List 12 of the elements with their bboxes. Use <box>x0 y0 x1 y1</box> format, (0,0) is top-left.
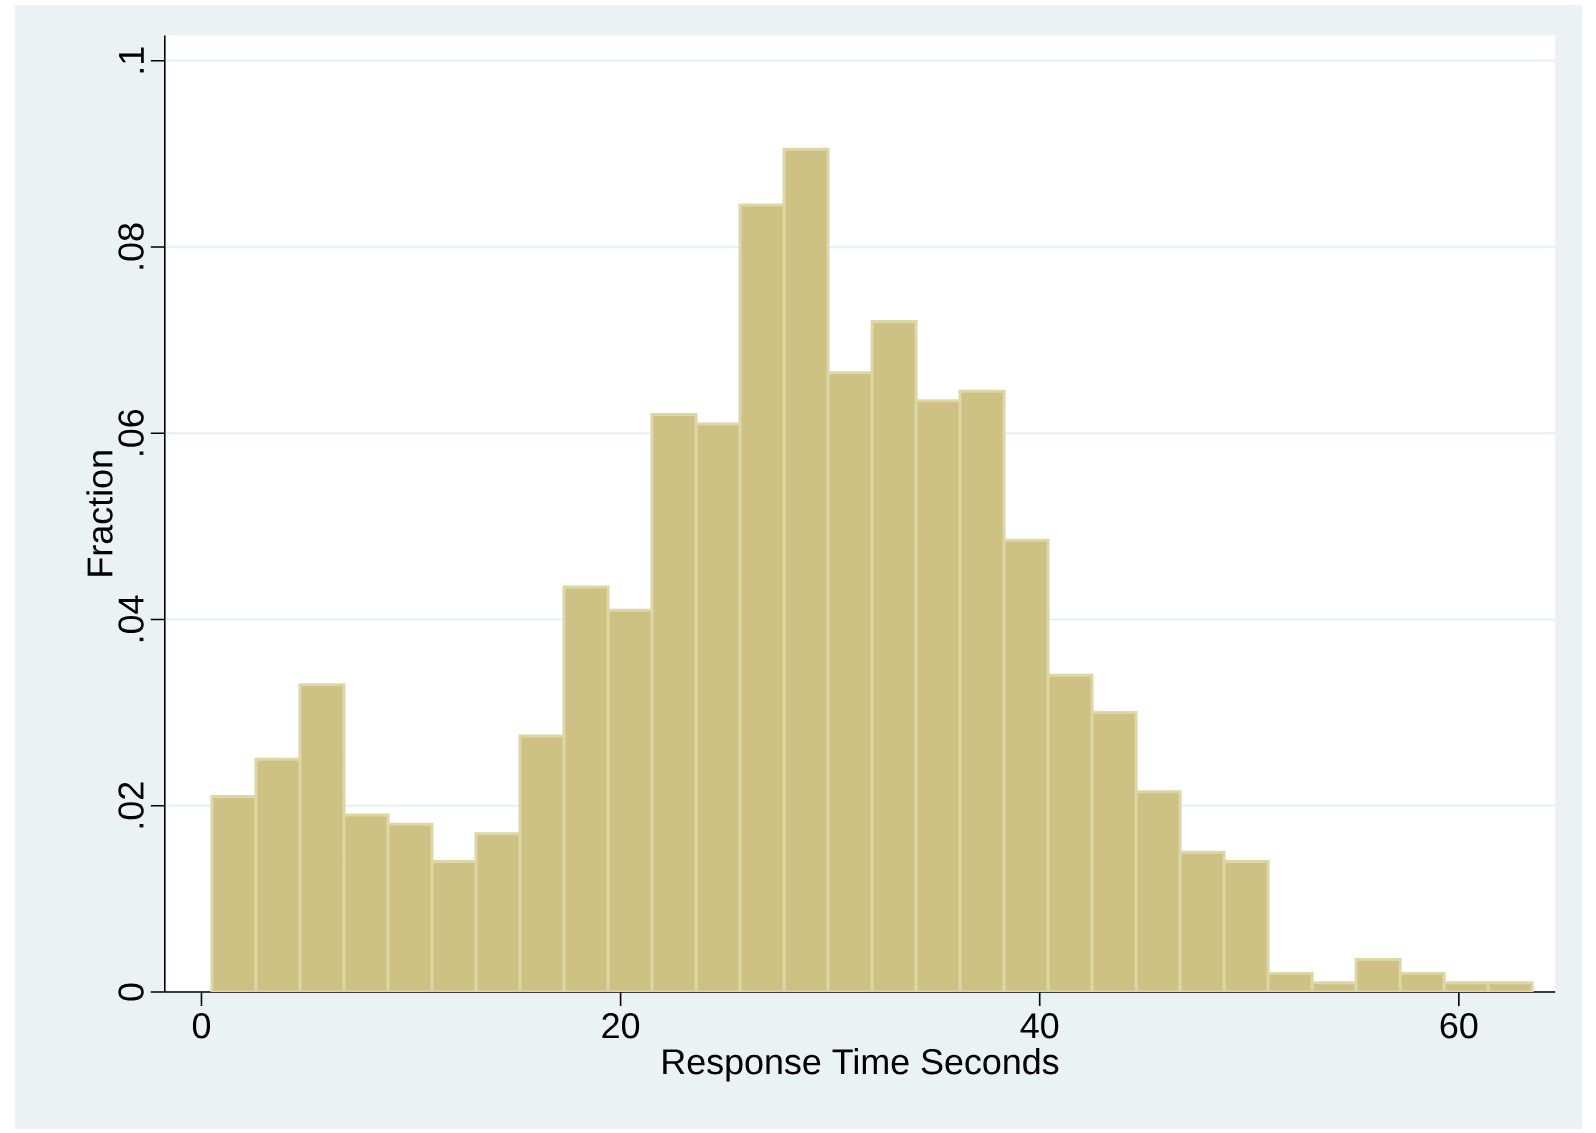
y-axis-title: Fraction <box>86 451 113 576</box>
y-tick-label: 0 <box>118 983 144 1001</box>
y-tick-label: .02 <box>118 782 144 828</box>
y-tick-label: .08 <box>118 223 144 269</box>
x-axis-title: Response Time Seconds <box>663 1048 1059 1082</box>
y-tick-label: .04 <box>118 595 144 642</box>
x-tick-label: 0 <box>192 1013 211 1039</box>
x-tick-label: 60 <box>1440 1013 1478 1039</box>
y-tick-label: .1 <box>119 47 144 73</box>
x-tick-label: 20 <box>602 1013 640 1039</box>
y-tick-label: .06 <box>118 409 144 455</box>
x-tick-label: 40 <box>1020 1013 1059 1039</box>
